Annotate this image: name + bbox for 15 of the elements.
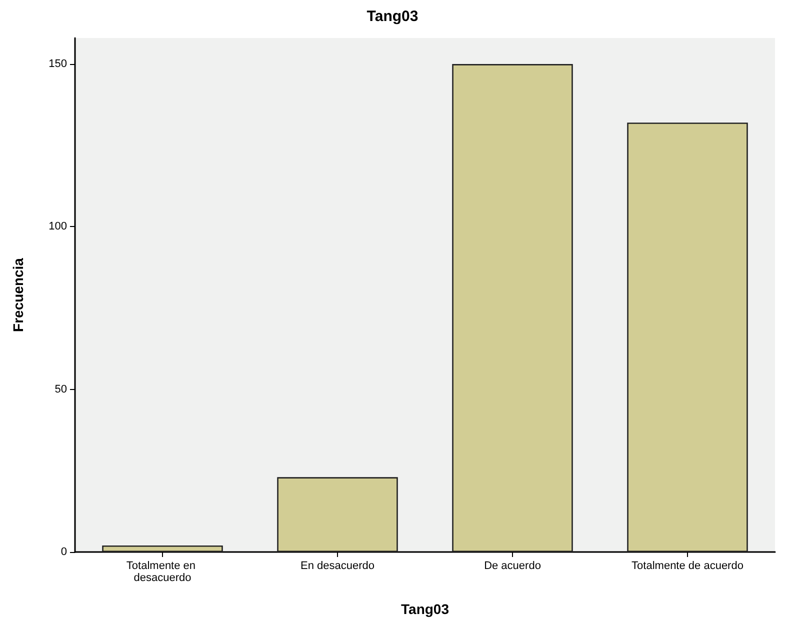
y-tick-label: 50: [54, 383, 67, 396]
bar: [627, 122, 748, 552]
x-tick-label: Totalmente en desacuerdo: [126, 560, 199, 584]
chart-title: Tang03: [366, 8, 418, 25]
bar: [452, 64, 573, 552]
bar: [277, 477, 398, 552]
y-tick-label: 100: [48, 220, 67, 233]
y-tick-label: 150: [48, 58, 67, 70]
y-axis-title: Frecuencia: [10, 258, 26, 332]
x-tick-label: En desacuerdo: [300, 560, 374, 572]
bar: [102, 545, 223, 552]
x-axis-title: Tang03: [401, 601, 450, 617]
y-tick-label: 0: [60, 546, 67, 558]
x-tick-label: Totalmente de acuerdo: [632, 560, 744, 572]
x-tick-label: De acuerdo: [484, 560, 541, 572]
